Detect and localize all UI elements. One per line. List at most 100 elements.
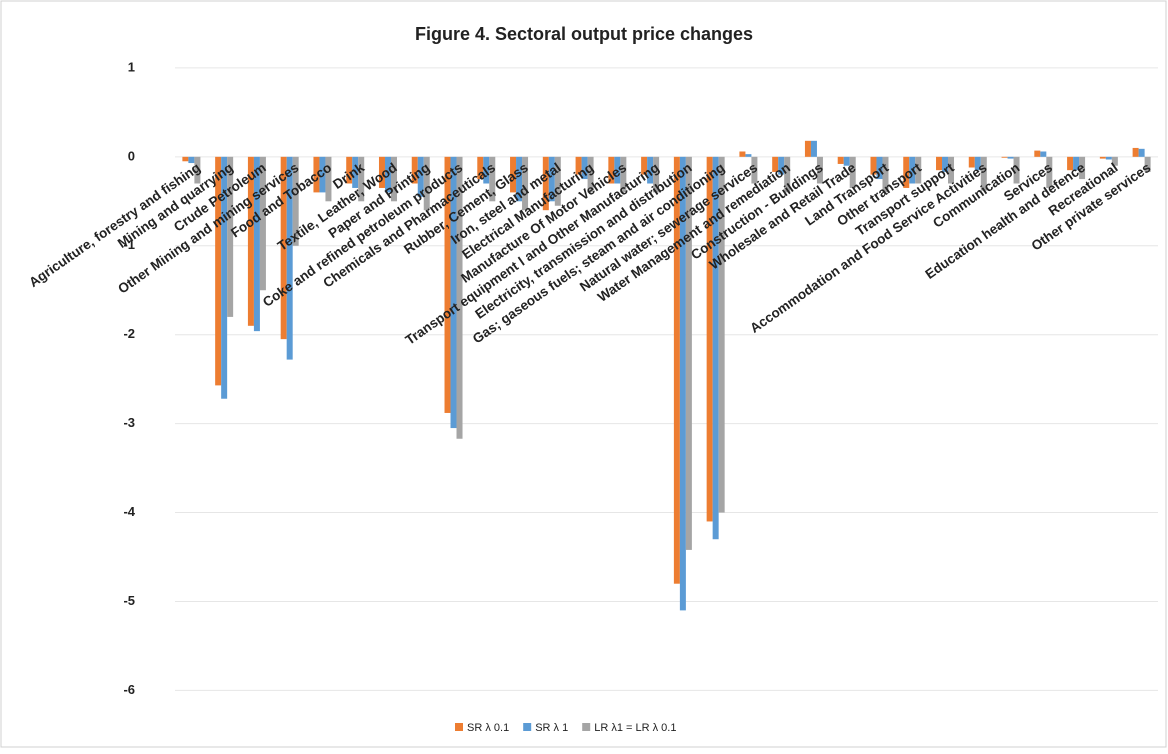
bar (378, 156, 385, 188)
bar (1007, 156, 1014, 159)
bar (903, 156, 910, 188)
bar (581, 156, 588, 180)
bar (849, 156, 856, 188)
bar (974, 156, 981, 171)
bar (673, 156, 680, 584)
bar (548, 156, 555, 202)
y-tick-label: 1 (128, 59, 135, 74)
bar (221, 156, 228, 399)
legend-swatch (455, 723, 463, 731)
bar (936, 156, 943, 171)
bar (384, 156, 391, 193)
bar (1013, 156, 1020, 184)
bar (685, 156, 692, 550)
legend-label: SR λ 0.1 (467, 722, 509, 734)
y-tick-label: -4 (123, 504, 135, 519)
bar (516, 156, 523, 202)
bar (641, 156, 648, 175)
bar (575, 156, 582, 175)
bar (1073, 156, 1080, 171)
bar (608, 156, 615, 184)
bar (423, 156, 430, 211)
bar (483, 156, 490, 184)
bar (718, 156, 725, 513)
bar (286, 156, 293, 360)
bar (620, 156, 627, 193)
bar (909, 156, 916, 184)
bar (510, 156, 517, 193)
bar (915, 156, 922, 184)
bar (352, 156, 359, 188)
y-tick-label: -1 (123, 237, 135, 252)
y-tick-label: -6 (123, 682, 135, 697)
bar (450, 156, 457, 429)
bar (417, 156, 424, 197)
bar (614, 156, 621, 184)
bar (1099, 156, 1106, 159)
legend-label: SR λ 1 (535, 722, 568, 734)
bar (313, 156, 320, 193)
bar (542, 156, 549, 211)
bar (968, 156, 975, 168)
bar (843, 156, 850, 166)
y-tick-label: -5 (123, 593, 135, 608)
bar (188, 156, 195, 164)
bar (745, 154, 752, 157)
bar (1046, 156, 1053, 188)
bar (247, 156, 254, 326)
bar (980, 156, 987, 191)
bar (942, 156, 949, 172)
bar (778, 156, 785, 175)
bar (1079, 156, 1086, 180)
bar (679, 156, 686, 611)
bar (554, 156, 561, 206)
bar (1111, 156, 1118, 166)
bar (280, 156, 287, 340)
bar (489, 156, 496, 202)
bar (948, 156, 955, 184)
bar (390, 156, 397, 202)
bar (882, 156, 889, 193)
bar (870, 156, 877, 175)
bar (319, 156, 326, 193)
y-tick-label: 0 (128, 148, 135, 163)
bar (215, 156, 222, 386)
legend-swatch (582, 723, 591, 731)
bar (751, 156, 758, 184)
bar (522, 156, 529, 211)
y-tick-label: -3 (123, 415, 135, 430)
bar (587, 156, 594, 193)
bar (804, 140, 811, 157)
bar (411, 156, 418, 184)
bar (182, 156, 189, 162)
bar (712, 156, 719, 540)
bar (253, 156, 260, 332)
bar (1067, 156, 1074, 171)
bar (1034, 150, 1041, 157)
bar (1138, 148, 1145, 157)
bar (325, 156, 332, 202)
bar (837, 156, 844, 164)
bar (456, 156, 463, 439)
bar (772, 156, 779, 172)
y-tick-label: -2 (123, 326, 135, 341)
bar (784, 156, 791, 193)
bar (444, 156, 451, 413)
bar (653, 156, 660, 193)
bar (358, 156, 365, 202)
bar (194, 156, 201, 184)
bar (292, 156, 299, 246)
bar (739, 151, 746, 157)
legend-label: LR λ1 = LR λ 0.1 (594, 722, 676, 734)
legend: SR λ 0.1 SR λ 1 LR λ1 = LR λ 0.1 (455, 722, 676, 734)
bar (259, 156, 266, 291)
bar (706, 156, 713, 522)
bar (1040, 151, 1047, 157)
legend-swatch (523, 723, 532, 731)
bar (346, 156, 353, 184)
bar (810, 140, 817, 157)
bar (477, 156, 484, 180)
chart-title: Figure 4. Sectoral output price changes (415, 24, 753, 44)
